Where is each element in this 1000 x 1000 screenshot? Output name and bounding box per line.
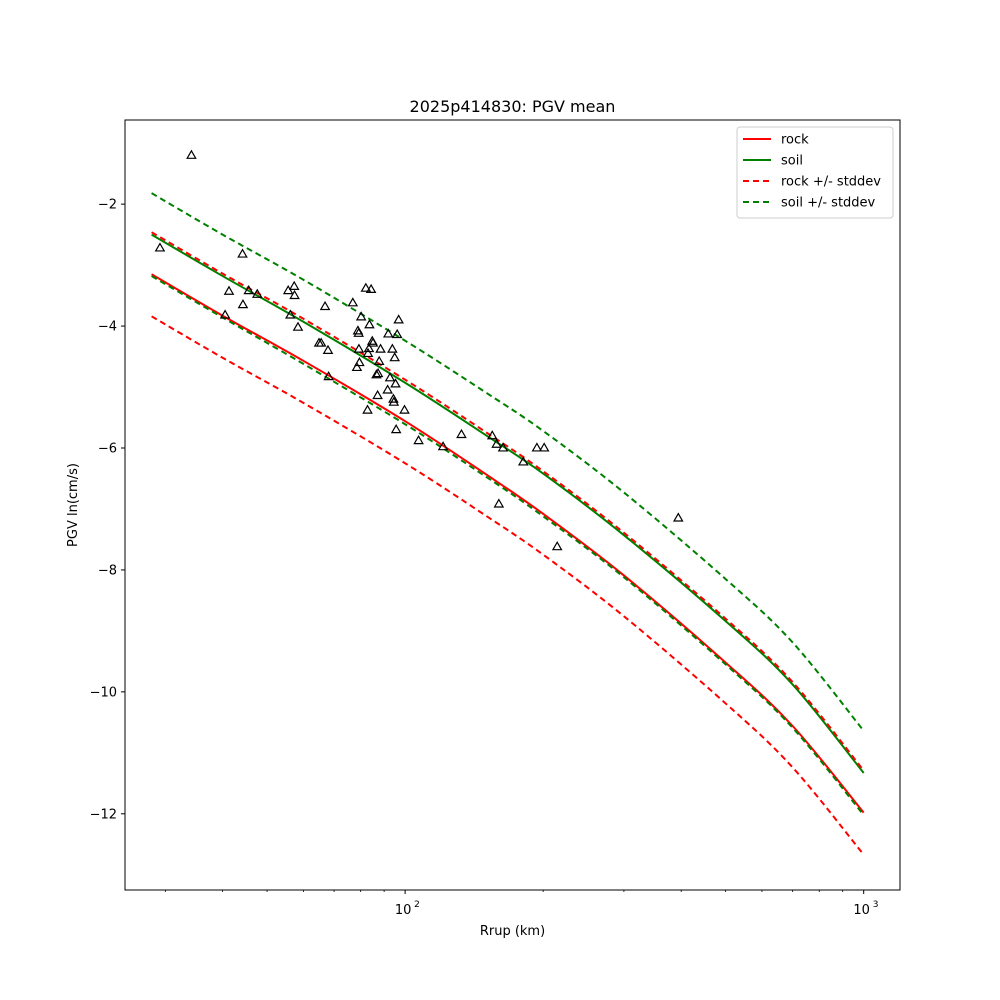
observation-marker (219, 309, 231, 319)
observation-marker (292, 321, 304, 331)
observation-marker (373, 355, 385, 365)
x-tick-exponent: 3 (873, 900, 879, 910)
y-tick-label: −10 (90, 685, 117, 700)
observation-marker (355, 311, 367, 321)
observation-markers (154, 149, 684, 551)
observation-marker (315, 337, 327, 347)
observation-marker (456, 428, 467, 439)
observation-marker (251, 288, 263, 298)
observation-marker (391, 328, 403, 339)
observation-marker (375, 343, 386, 353)
observation-marker (387, 343, 398, 353)
series-line-rock (151, 273, 865, 814)
observation-marker (390, 424, 402, 434)
observation-marker (186, 149, 197, 159)
observation-marker (243, 284, 255, 295)
observation-marker (382, 384, 393, 394)
axis-ticks: −12−10−8−6−4−210 2 10 3 (90, 198, 879, 918)
y-tick-label: −6 (98, 441, 117, 456)
observation-marker (319, 300, 331, 311)
observation-marker (390, 378, 401, 388)
observation-marker (347, 297, 359, 307)
observation-marker (362, 347, 374, 358)
observation-marker (672, 512, 684, 522)
observation-marker (364, 319, 375, 329)
observation-marker (437, 441, 449, 451)
observation-marker (486, 430, 498, 440)
legend-label: soil +/- stddev (781, 196, 876, 211)
observation-marker (360, 282, 372, 292)
y-tick-label: −4 (98, 320, 117, 335)
observation-marker (154, 242, 166, 252)
observation-marker (388, 393, 399, 403)
observation-marker (551, 541, 563, 551)
series-line-soil (151, 233, 865, 774)
legend: rock soil rock +/- stddev soil +/- stddev (736, 126, 894, 219)
observation-marker (531, 442, 543, 452)
observation-marker (517, 456, 529, 466)
observation-marker (362, 404, 373, 414)
observation-marker (372, 367, 384, 378)
observation-marker (353, 327, 364, 337)
observation-marker (413, 434, 424, 445)
observation-marker (353, 343, 365, 353)
series-line-soil-stddev-1 (151, 192, 865, 732)
observation-marker (493, 498, 505, 508)
observation-marker (285, 309, 296, 319)
x-axis-label: Rrup (km) (480, 924, 545, 939)
observation-marker (237, 299, 249, 309)
chart-title: 2025p414830: PGV mean (410, 97, 616, 116)
legend-label: soil (781, 154, 803, 169)
x-tick-exponent: 2 (414, 900, 420, 910)
observation-marker (288, 280, 300, 290)
observation-marker (491, 438, 502, 448)
axes-frame (124, 119, 901, 891)
observation-marker (399, 404, 410, 414)
series-line-soil-stddev-2 (151, 275, 865, 816)
observation-marker (354, 356, 365, 367)
observation-marker (371, 369, 382, 379)
observation-marker (497, 442, 509, 452)
series-line-rock-stddev-2 (151, 315, 865, 856)
observation-marker (389, 352, 400, 362)
observation-marker (388, 396, 400, 406)
y-tick-label: −8 (98, 563, 117, 578)
observation-marker (322, 344, 334, 354)
y-axis-label: PGV ln(cm/s) (66, 463, 81, 547)
observation-marker (323, 370, 334, 381)
x-tick-label: 10 (853, 903, 870, 918)
observation-marker (237, 248, 248, 258)
observation-marker (223, 285, 235, 295)
y-tick-label: −2 (98, 198, 117, 213)
observation-marker (365, 283, 377, 294)
observation-marker (382, 328, 394, 338)
legend-label: rock (781, 133, 809, 148)
observation-marker (367, 337, 379, 347)
observation-marker (538, 442, 550, 452)
observation-marker (363, 342, 375, 353)
legend-label: rock +/- stddev (781, 175, 881, 190)
observation-marker (384, 372, 396, 382)
legend-box (736, 126, 894, 219)
observation-marker (351, 361, 363, 372)
observation-marker (393, 314, 404, 324)
y-tick-label: −12 (90, 807, 117, 822)
observation-marker (372, 389, 383, 400)
observation-marker (289, 289, 300, 300)
x-tick-label: 10 (395, 903, 412, 918)
